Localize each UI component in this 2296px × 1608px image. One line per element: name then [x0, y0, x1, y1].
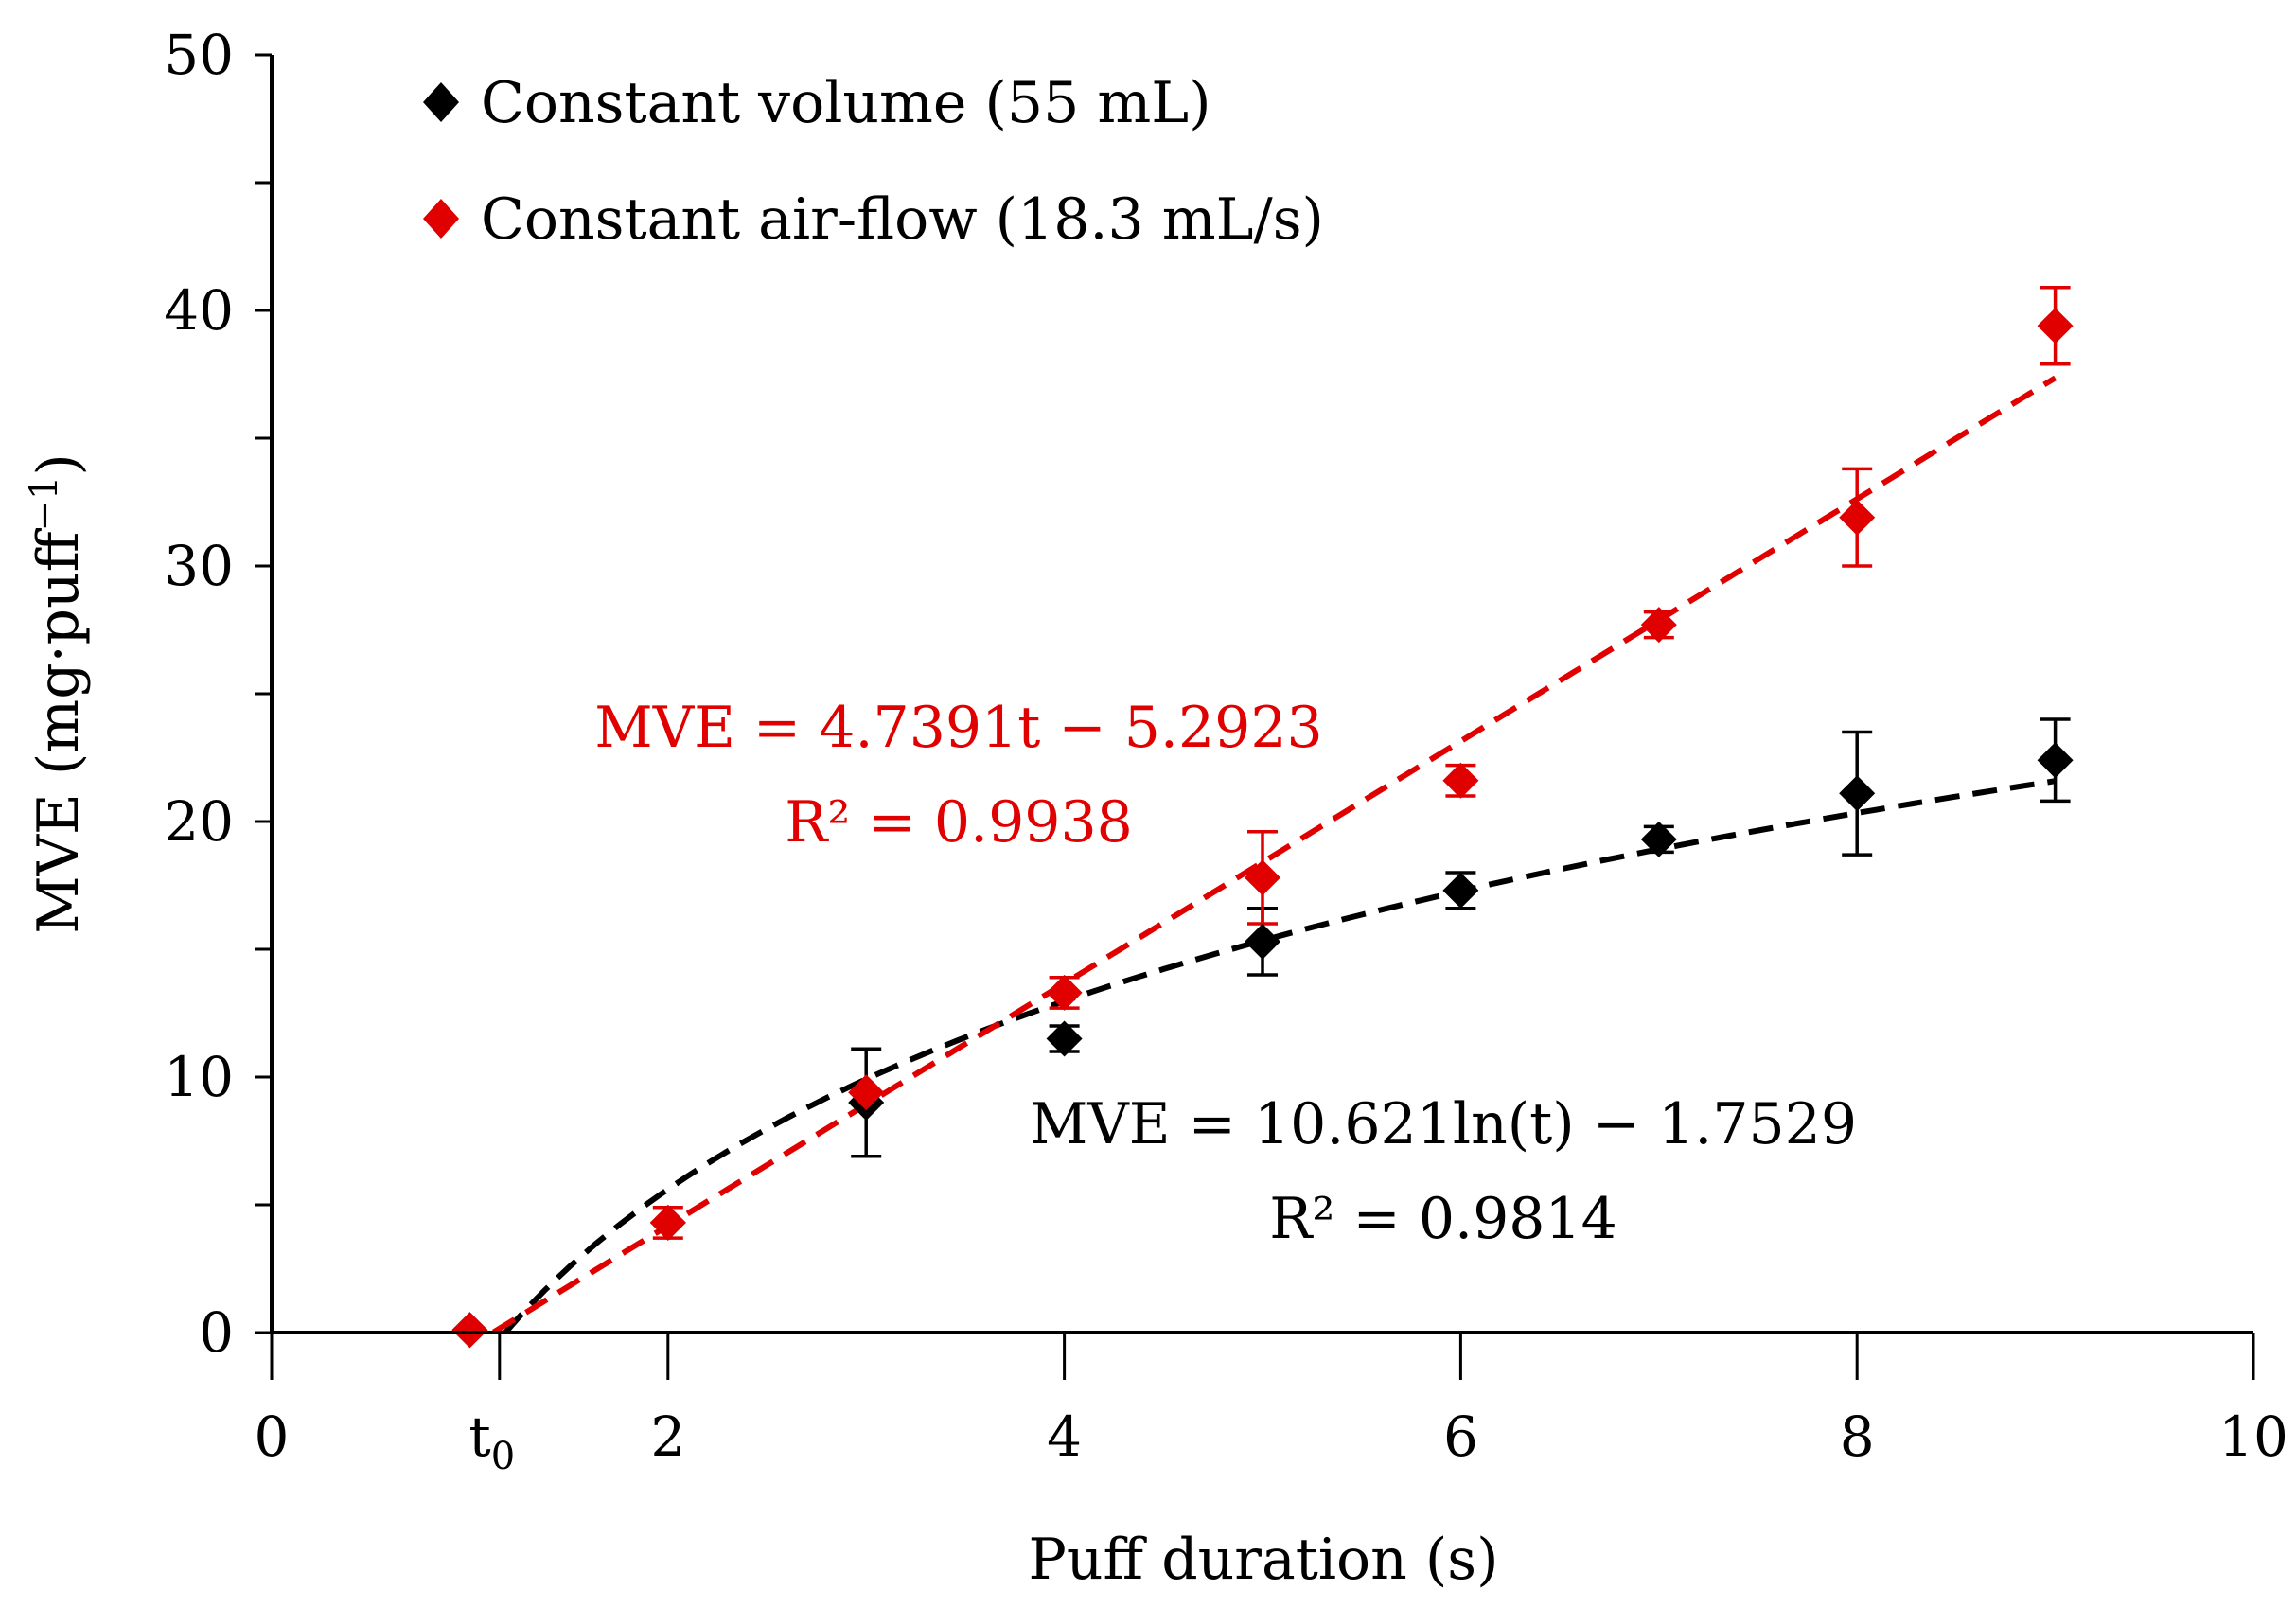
data-point-series-1 [1442, 762, 1479, 799]
y-axis-title-main: MVE (mg·puff [26, 527, 92, 933]
data-point-series-1 [1839, 499, 1876, 536]
x-tick-label: 2 [650, 1405, 685, 1469]
data-point-series-0 [1640, 821, 1677, 857]
data-point-series-1 [1245, 859, 1280, 896]
volume-fit-r2: R² = 0.9814 [1269, 1186, 1617, 1252]
airflow-fit-r2: R² = 0.9938 [785, 789, 1133, 856]
data-point-series-0 [1839, 775, 1876, 812]
y-axis-title-superscript: −1 [23, 476, 66, 532]
trendlines [491, 375, 2058, 1335]
data-point-series-1 [1640, 607, 1677, 644]
data-point-series-1 [2037, 308, 2074, 345]
trendline-series-1 [491, 375, 2058, 1335]
airflow-fit-equation: MVE = 4.7391t − 5.2923 [594, 695, 1322, 761]
data-point-series-0 [1245, 923, 1280, 960]
data-point-series-1 [848, 1074, 885, 1111]
x-axis-title: Puff duration (s) [1029, 1527, 1499, 1593]
x-tick-label: 4 [1047, 1405, 1082, 1469]
x-tick-label: 0 [255, 1405, 290, 1469]
legend-label-constant-volume: Constant volume (55 mL) [481, 70, 1210, 136]
y-tick-label: 30 [164, 534, 234, 598]
data-point-series-0 [2037, 742, 2074, 779]
legend-label-constant-airflow: Constant air-flow (18.3 mL/s) [481, 186, 1324, 253]
data-point-series-0 [1442, 872, 1479, 909]
x-tick-label: 6 [1443, 1405, 1478, 1469]
data-point-series-1 [1046, 974, 1083, 1011]
ticks: 0 10 20 30 40 50 0 2 4 6 8 10 t0 [164, 23, 2288, 1478]
x-tick-label: 8 [1840, 1405, 1875, 1469]
data-points [451, 308, 2074, 1349]
volume-fit-equation: MVE = 10.621ln(t) − 1.7529 [1030, 1091, 1857, 1157]
y-tick-label: 20 [164, 789, 234, 854]
y-tick-label: 0 [199, 1300, 234, 1365]
y-tick-label: 50 [164, 23, 234, 87]
legend-marker-constant-volume [423, 82, 459, 122]
y-axis-title-close: ) [26, 453, 92, 475]
y-tick-label: 40 [164, 278, 234, 343]
legend: Constant volume (55 mL) Constant air-flo… [423, 70, 1324, 253]
data-point-series-1 [649, 1204, 686, 1241]
y-axis-title: MVE (mg·puff−1) [23, 453, 92, 934]
trendline-series-0 [503, 778, 2057, 1334]
legend-marker-constant-airflow [423, 199, 459, 239]
data-point-series-1 [451, 1312, 488, 1349]
x-tick-label-t0: t0 [468, 1405, 515, 1478]
data-point-series-0 [1046, 1020, 1083, 1057]
y-tick-label: 10 [164, 1045, 234, 1109]
x-tick-label: 10 [2218, 1405, 2288, 1469]
